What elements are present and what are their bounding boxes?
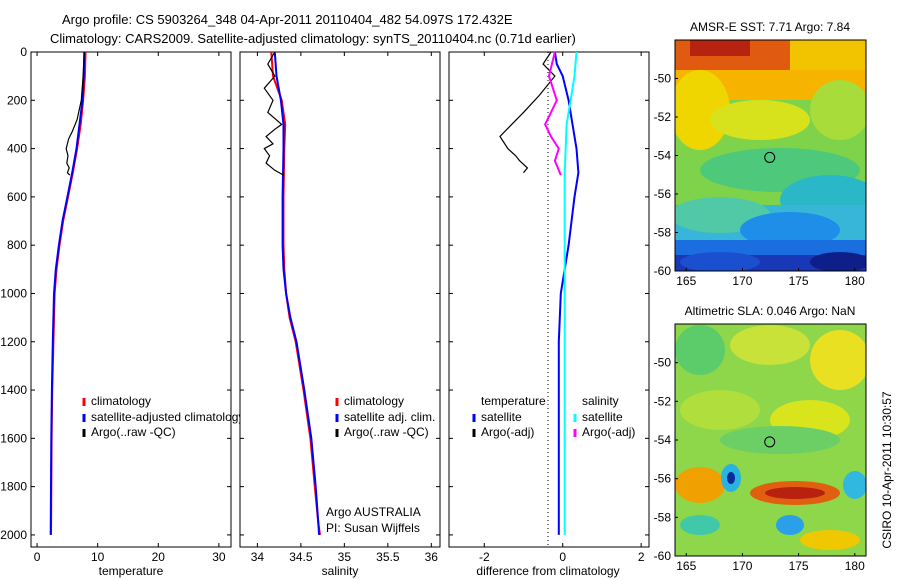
series-line-satellite-adj-clim-	[273, 51, 321, 535]
legend-label: Argo(-adj)	[582, 425, 635, 439]
salinity-axes-box	[239, 51, 441, 548]
x-tick-label: 180	[845, 274, 865, 288]
legend-label: Argo(..raw -QC)	[344, 425, 429, 439]
difference-xlabel: difference from climatology	[476, 564, 619, 578]
y-tick-label: 0	[20, 45, 27, 59]
series-line-temperature-satellite	[553, 51, 580, 535]
sst-map-title: AMSR-E SST: 7.71 Argo: 7.84	[690, 20, 850, 34]
argo-position-marker	[764, 436, 776, 448]
sst-map-panel: AMSR-E SST: 7.71 Argo: 7.84 165 170 175 180…	[654, 20, 867, 289]
x-tick-label: 20	[152, 550, 166, 564]
y-tick-label: 1400	[0, 383, 27, 397]
x-tick-label: -2	[479, 550, 490, 564]
sla-map-title: Altimetric SLA: 0.046 Argo: NaN	[685, 304, 856, 318]
y-tick-label: -52	[654, 394, 672, 408]
y-tick-label: 1600	[0, 431, 27, 445]
x-tick-label: 34.5	[289, 550, 313, 564]
x-tick-label: 35.5	[376, 550, 400, 564]
difference-lines	[499, 51, 580, 535]
x-tick-label: 175	[789, 559, 809, 573]
legend-heading-temperature: temperature	[481, 394, 546, 408]
sla-map-panel: Altimetric SLA: 0.046 Argo: NaN 165 170 17…	[654, 304, 867, 573]
y-tick-label: -60	[654, 549, 672, 563]
header-line2: Climatology: CARS2009. Satellite-adjuste…	[50, 31, 576, 46]
x-tick-label: 0	[559, 550, 566, 564]
difference-panel: -2 0 2 difference from climatology tempera…	[448, 51, 650, 578]
header-line1: Argo profile: CS 5903264_348 04-Apr-2011…	[62, 12, 513, 27]
legend-label: climatology	[344, 394, 404, 408]
legend-label: satellite-adjusted climatology	[91, 410, 244, 424]
series-line-temperature-argo-adj-	[499, 51, 556, 174]
x-tick-label: 10	[91, 550, 105, 564]
x-tick-label: 30	[212, 550, 226, 564]
series-line-argo-raw-qc-	[65, 51, 85, 176]
series-line-satellite-adjusted-climatology	[49, 51, 86, 535]
y-tick-label: -58	[654, 226, 672, 240]
y-tick-label: -60	[654, 264, 672, 278]
y-tick-label: -58	[654, 510, 672, 524]
difference-ticks: -2 0 2	[449, 51, 649, 564]
legend-label: satellite	[481, 410, 522, 424]
salinity-xlabel: salinity	[322, 564, 359, 578]
x-tick-label: 2	[638, 550, 645, 564]
timestamp-label: CSIRO 10-Apr-2011 10:30:57	[880, 391, 894, 549]
difference-legend: temperature satellite Argo(-adj) salinit…	[472, 394, 635, 439]
x-tick-label: 34	[251, 550, 265, 564]
legend-label: satellite	[582, 410, 623, 424]
y-tick-label: 200	[7, 93, 27, 107]
temperature-legend: climatology satellite-adjusted climatolo…	[82, 394, 244, 439]
legend-label: satellite adj. clim.	[344, 410, 435, 424]
x-tick-label: 35	[338, 550, 352, 564]
y-tick-label: -56	[654, 472, 672, 486]
legend-label: Argo(-adj)	[481, 425, 534, 439]
y-tick-label: 600	[7, 190, 27, 204]
argo-position-marker	[764, 151, 776, 163]
y-tick-label: -56	[654, 187, 672, 201]
legend-label: climatology	[91, 394, 151, 408]
pi-label: PI: Susan Wijffels	[326, 521, 420, 535]
y-tick-label: -50	[654, 72, 672, 86]
y-tick-label: 1000	[0, 286, 27, 300]
x-tick-label: 170	[732, 274, 752, 288]
x-tick-label: 170	[732, 559, 752, 573]
temperature-axes-box	[30, 51, 232, 548]
salinity-panel: 34 34.5 35 35.5 36 salinity climatology sate…	[239, 51, 441, 578]
legend-label: Argo(..raw -QC)	[91, 425, 176, 439]
sla-heatmap	[675, 324, 866, 556]
y-tick-label: 800	[7, 238, 27, 252]
x-tick-label: 180	[845, 559, 865, 573]
salinity-legend: climatology satellite adj. clim. Argo(..…	[335, 394, 435, 439]
y-tick-label: -52	[654, 110, 672, 124]
x-tick-label: 165	[676, 274, 696, 288]
y-tick-label: -54	[654, 433, 672, 447]
salinity-ticks: 34 34.5 35 35.5 36	[240, 51, 440, 564]
sst-heatmap	[675, 40, 866, 271]
salinity-lines	[263, 51, 321, 536]
sst-map-ticks: 165 170 175 180 -50 -52 -54 -56 -58 -60	[654, 72, 865, 289]
difference-axes-box	[448, 51, 650, 548]
y-tick-label: -54	[654, 149, 672, 163]
x-tick-label: 36	[425, 550, 439, 564]
y-tick-label: 1200	[0, 335, 27, 349]
x-tick-label: 0	[34, 550, 41, 564]
institution-label: Argo AUSTRALIA	[326, 505, 421, 519]
y-tick-label: 1800	[0, 480, 27, 494]
series-line-salinity-satellite	[563, 51, 578, 535]
series-line-argo-raw-qc-	[263, 51, 284, 176]
sla-map-ticks: 165 170 175 180 -50 -52 -54 -56 -58 -60	[654, 356, 865, 573]
x-tick-label: 165	[676, 559, 696, 573]
y-tick-label: 2000	[0, 528, 27, 542]
y-tick-label: 400	[7, 142, 27, 156]
temperature-ticks: 0 10 20 30 0 200 400 600 800 1000 1200 1400 1600 1800…	[0, 45, 231, 564]
temperature-lines	[49, 51, 87, 535]
x-tick-label: 175	[789, 274, 809, 288]
series-line-salinity-argo-adj-	[543, 51, 562, 176]
y-tick-label: -50	[654, 356, 672, 370]
temperature-xlabel: temperature	[99, 564, 164, 578]
temperature-panel: 0 10 20 30 0 200 400 600 800 1000 1200 1400 1600 1800…	[0, 45, 244, 578]
legend-heading-salinity: salinity	[582, 394, 619, 408]
